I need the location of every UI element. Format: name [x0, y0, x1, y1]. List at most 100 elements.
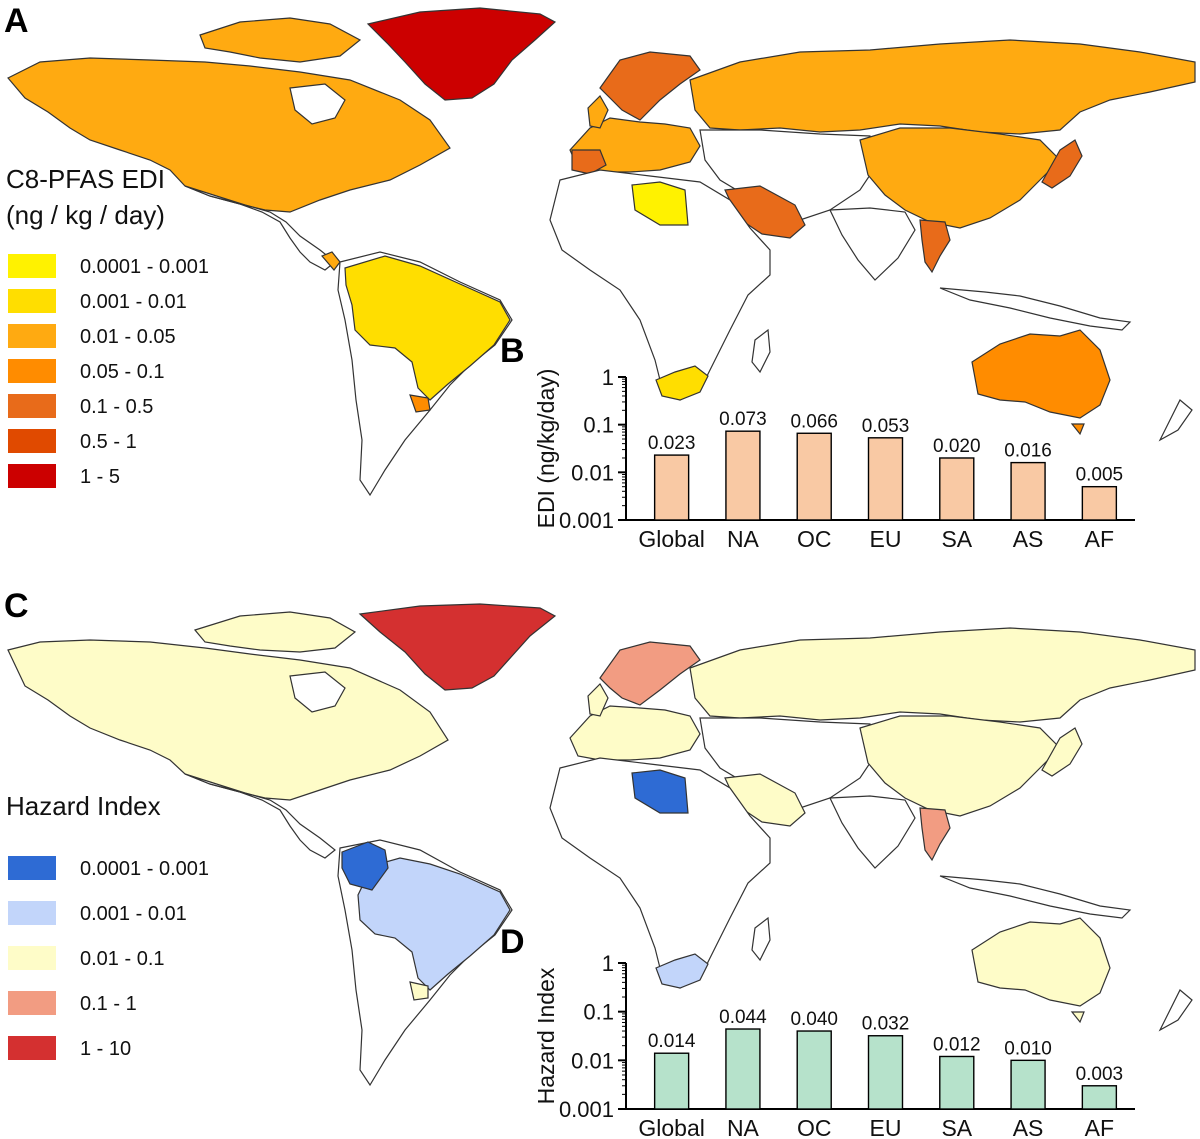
legend-edi-swatch: [8, 324, 56, 348]
bar-as: [1010, 461, 1046, 521]
map-russia: [689, 627, 1196, 723]
legend-hazard-label: 0.0001 - 0.001: [80, 858, 209, 880]
bar-sa: [939, 1055, 975, 1110]
legend-edi-label: 0.001 - 0.01: [80, 291, 187, 313]
y-tick-label: 0.1: [583, 1000, 614, 1025]
x-tick-label: EU: [870, 1115, 902, 1139]
x-tick-label: OC: [797, 526, 832, 552]
map-uruguay: [409, 981, 429, 1001]
data-label: 0.032: [862, 1014, 910, 1035]
bar-na: [725, 430, 761, 521]
legend-hazard-swatch: [8, 1036, 56, 1060]
map-arctic-islands: [199, 17, 362, 63]
bar-oc: [796, 1030, 832, 1110]
legend-hazard-swatch: [8, 946, 56, 970]
legend-edi: C8-PFAS EDI (ng / kg / day) 0.0001 - 0.0…: [6, 164, 209, 488]
y-axis-label: Hazard Index: [533, 967, 559, 1104]
legend-hazard-label: 0.1 - 1: [80, 993, 137, 1015]
map-australia: [971, 329, 1111, 419]
y-tick-label: 0.001: [559, 508, 614, 533]
map-china: [859, 715, 1061, 817]
panel-letter-b: B: [500, 332, 525, 370]
data-label: 0.073: [719, 409, 767, 430]
map-mexico: [184, 185, 336, 271]
legend-hazard-swatch: [8, 991, 56, 1015]
legend-edi-title-line2: (ng / kg / day): [6, 200, 165, 230]
legend-edi-swatch: [8, 289, 56, 313]
map-indonesia: [939, 875, 1132, 919]
legend-hazard-swatch: [8, 901, 56, 925]
y-tick-label: 0.001: [559, 1097, 614, 1122]
y-axis-label: EDI (ng/kg/day): [533, 369, 559, 529]
bar-oc: [796, 432, 832, 521]
map-japan: [1041, 139, 1083, 189]
x-tick-label: AF: [1085, 526, 1114, 552]
map-hazard: [7, 603, 1196, 1087]
bar-global: [653, 454, 690, 521]
data-label: 0.044: [719, 1007, 767, 1028]
x-tick-label: SA: [941, 526, 972, 552]
bar-na: [725, 1028, 761, 1110]
legend-hazard-title: Hazard Index: [6, 791, 161, 821]
data-label: 0.020: [933, 436, 981, 457]
bar-sa: [939, 457, 975, 521]
map-china: [859, 127, 1061, 229]
map-north-america: [7, 639, 449, 801]
legend-edi-label: 0.0001 - 0.001: [80, 256, 209, 278]
map-new-zealand: [1158, 399, 1193, 442]
map-scandinavia: [599, 51, 701, 121]
map-africa: [549, 169, 771, 401]
map-australia: [971, 917, 1111, 1007]
x-tick-label: Global: [638, 1115, 704, 1139]
x-tick-label: NA: [727, 526, 760, 552]
bar-af: [1081, 1085, 1118, 1110]
chart-hazard-bar: 0.001 0.01 0.1 1 Hazard Index 0.014 Global 0.04…: [533, 951, 1135, 1139]
chart-edi-bar: 0.001 0.01 0.1 1 EDI (ng/kg/day) 0.023 Global 0…: [533, 365, 1135, 552]
map-brazil: [357, 857, 511, 991]
data-label: 0.016: [1004, 441, 1052, 462]
y-tick-label: 0.01: [571, 1048, 614, 1073]
map-colombia: [341, 841, 389, 891]
y-tick-label: 1: [602, 365, 614, 390]
map-hudson-bay: [289, 671, 346, 713]
map-tasmania: [1070, 423, 1085, 436]
legend-edi-swatch: [8, 394, 56, 418]
map-thailand: [919, 807, 951, 862]
x-tick-label: OC: [797, 1115, 832, 1139]
legend-edi-swatch: [8, 429, 56, 453]
map-madagascar: [751, 916, 771, 962]
map-iberia: [571, 149, 607, 175]
map-greenland: [366, 7, 557, 101]
map-greenland: [358, 603, 557, 691]
x-tick-label: AS: [1013, 1115, 1044, 1139]
legend-hazard-label: 1 - 10: [80, 1038, 131, 1060]
legend-edi-label: 0.05 - 0.1: [80, 361, 165, 383]
x-tick-label: NA: [727, 1115, 760, 1139]
legend-edi-label: 0.01 - 0.05: [80, 326, 176, 348]
map-south-africa: [655, 953, 709, 989]
data-label: 0.040: [790, 1009, 838, 1030]
map-libya: [631, 181, 689, 226]
x-tick-label: EU: [870, 526, 902, 552]
map-uk: [587, 683, 609, 717]
legend-edi-title-line1: C8-PFAS EDI: [6, 164, 165, 194]
legend-hazard-label: 0.01 - 0.1: [80, 948, 165, 970]
map-libya: [631, 769, 689, 814]
panel-letter-d: D: [500, 923, 525, 961]
legend-hazard-swatch: [8, 856, 56, 880]
map-japan: [1041, 727, 1083, 777]
x-tick-label: AS: [1013, 526, 1044, 552]
data-label: 0.005: [1076, 465, 1124, 486]
y-tick-label: 0.01: [571, 460, 614, 485]
legend-edi-label: 0.5 - 1: [80, 431, 137, 453]
bar-eu: [867, 1035, 904, 1110]
map-africa: [549, 757, 771, 989]
map-hudson-bay: [289, 83, 346, 125]
map-arctic-islands: [193, 611, 357, 653]
data-label: 0.053: [862, 416, 910, 437]
y-tick-label: 1: [602, 951, 614, 976]
legend-hazard-label: 0.001 - 0.01: [80, 903, 187, 925]
map-south-africa: [655, 365, 709, 401]
map-edi: [7, 7, 1196, 497]
